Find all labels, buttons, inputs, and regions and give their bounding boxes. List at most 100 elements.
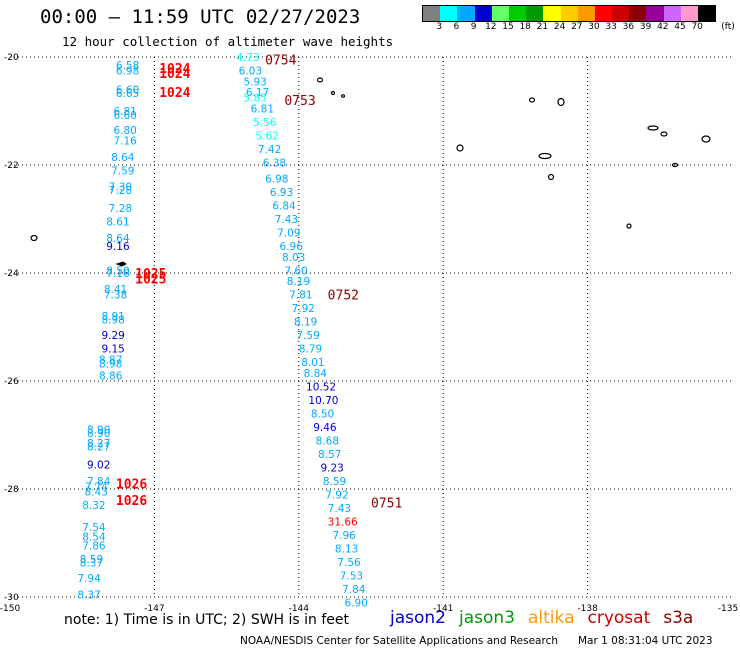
wave-height-label: 8.64 — [106, 233, 130, 245]
wave-height-label: 8.57 — [318, 449, 341, 461]
legend-swatch — [663, 6, 681, 21]
wave-height-label: 8.79 — [299, 344, 322, 356]
wave-height-label: 7.94 — [77, 573, 101, 585]
legend-swatch — [594, 6, 613, 21]
island-marquesas — [115, 261, 127, 267]
wave-height-label: 9.02 — [87, 460, 110, 472]
legend-swatch — [560, 6, 578, 21]
lon-tick-label: -138 — [577, 604, 598, 614]
wave-height-label: 5.56 — [253, 117, 277, 129]
track-times-layer: 0754075307520751102410241024102510251026… — [116, 54, 402, 512]
wave-height-label: 8.84 — [304, 368, 328, 380]
wave-height-label: 8.64 — [111, 152, 135, 164]
legend-swatch — [577, 6, 595, 21]
lon-tick-label: -144 — [289, 604, 310, 614]
island-7 — [538, 152, 552, 160]
wave-height-label: 7.56 — [337, 557, 361, 569]
wave-height-label: 8.37 — [77, 589, 100, 601]
wave-height-label: 7.81 — [289, 290, 312, 302]
wave-height-label: 7.74 — [85, 481, 109, 493]
wave-height-label: 7.96 — [332, 530, 356, 542]
legend-swatch — [612, 6, 630, 21]
legend-label: 12 — [485, 22, 497, 32]
wave-height-label: 8.91 — [101, 311, 124, 323]
color-legend-bar — [422, 5, 717, 22]
island-4 — [528, 97, 536, 103]
legend-label: 39 — [639, 22, 652, 32]
wave-height-label: 8.32 — [82, 500, 105, 512]
wave-height-label: 7.28 — [109, 185, 132, 197]
wave-height-label: 6.38 — [263, 157, 286, 169]
legend-swatch — [491, 6, 509, 21]
lat-tick-label: -24 — [4, 269, 19, 279]
island-11 — [701, 135, 711, 143]
wave-height-label: 5.93 — [243, 76, 266, 88]
legend-swatch — [440, 6, 458, 21]
wave-height-label: 7.38 — [104, 290, 127, 302]
wave-height-label: 10.70 — [308, 395, 338, 407]
legend-label: 36 — [622, 22, 635, 32]
legend-label: 24 — [553, 22, 566, 32]
wave-height-label: 8.41 — [104, 284, 127, 296]
wave-height-label: 6.60 — [113, 110, 136, 122]
wave-height-label: 7.59 — [296, 330, 319, 342]
lon-tick-label: -150 — [0, 604, 20, 614]
wave-height-label: 8.19 — [287, 276, 310, 288]
wave-height-label: 6.90 — [345, 597, 368, 609]
legend-swatch — [629, 6, 647, 21]
wave-height-label: 6.93 — [270, 187, 293, 199]
wave-height-label: 6.98 — [265, 174, 288, 186]
wave-height-label: 8.27 — [87, 438, 110, 450]
wave-height-label: 6.96 — [280, 241, 304, 253]
wave-height-label: 6.98 — [116, 66, 139, 78]
island-1 — [316, 77, 324, 83]
wave-height-label: 6.81 — [113, 106, 136, 118]
track-time-label: 1025 — [135, 267, 166, 282]
legend-swatch — [474, 6, 492, 21]
wave-height-label: 8.90 — [87, 425, 110, 437]
track-time-label: 1026 — [116, 494, 147, 509]
satellite-s3a: s3a — [663, 608, 694, 628]
island-9 — [647, 125, 659, 131]
track-time-label: 0751 — [371, 497, 402, 512]
island-8 — [547, 173, 555, 181]
island-2 — [330, 90, 336, 96]
wave-height-label: 6.60 — [116, 84, 139, 96]
page-subtitle: 12 hour collection of altimeter wave hei… — [62, 34, 394, 49]
wave-height-label: 7.30 — [109, 182, 132, 194]
track-time-label: 1025 — [135, 272, 166, 287]
wave-heights-layer: 6.586.986.606.656.816.606.807.168.647.59… — [77, 52, 368, 609]
wave-height-label: 5.85 — [243, 93, 266, 105]
credit-org: NOAA/NESDIS Center for Satellite Applica… — [240, 635, 558, 647]
credit-line: NOAA/NESDIS Center for Satellite Applica… — [240, 635, 713, 647]
credit-date: Mar 1 08:31:04 UTC 2023 — [578, 635, 713, 647]
legend-swatch — [457, 6, 475, 21]
satellite-jason3: jason3 — [459, 608, 515, 628]
map-grid — [10, 56, 732, 598]
legend-label: 27 — [571, 22, 583, 32]
wave-height-label: 6.80 — [113, 125, 136, 137]
wave-height-label: 8.61 — [106, 217, 129, 229]
island-13 — [626, 223, 632, 229]
island-12 — [671, 162, 679, 168]
wave-height-label: 9.23 — [320, 462, 343, 474]
wave-height-label: 7.54 — [82, 522, 106, 534]
wave-height-label: 31.66 — [328, 516, 358, 528]
wave-height-label: 7.16 — [113, 136, 137, 148]
legend-label: 18 — [519, 22, 531, 32]
island-14 — [30, 234, 38, 242]
island-6 — [456, 144, 464, 152]
lat-tick-label: -20 — [4, 53, 19, 63]
lon-tick-label: -135 — [718, 604, 738, 614]
wave-height-label: 9.15 — [101, 344, 124, 356]
legend-swatch — [646, 6, 664, 21]
wave-height-label: 6.65 — [116, 88, 139, 100]
wave-height-label: 6.03 — [239, 66, 262, 78]
wave-height-label: 8.50 — [106, 265, 129, 277]
satellite-jason2: jason2 — [390, 608, 446, 628]
wave-height-label: 8.27 — [87, 441, 110, 453]
wave-height-label: 7.42 — [258, 144, 281, 156]
wave-height-label: 6.58 — [116, 60, 139, 72]
satellite-cryosat: cryosat — [587, 608, 651, 628]
wave-height-label: 9.46 — [313, 422, 337, 434]
